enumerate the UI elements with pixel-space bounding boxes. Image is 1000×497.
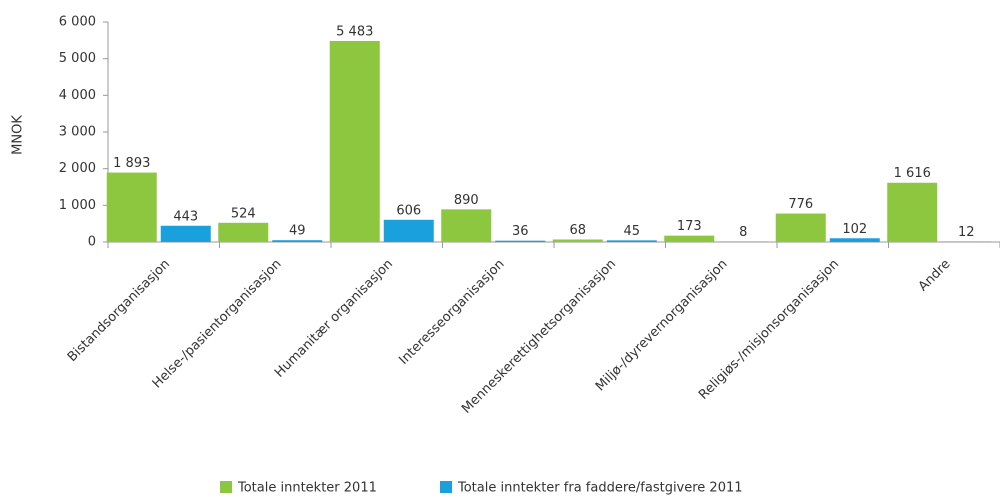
legend-label: Totale inntekter fra faddere/fastgivere … — [457, 481, 743, 496]
y-tick-label: 1 000 — [59, 198, 96, 213]
data-label: 173 — [677, 219, 702, 234]
y-tick-label: 6 000 — [59, 15, 96, 30]
data-label: 5 483 — [336, 24, 373, 39]
bar — [552, 239, 603, 242]
y-tick-label: 5 000 — [59, 51, 96, 66]
data-label: 776 — [788, 197, 813, 212]
legend-swatch — [440, 481, 452, 493]
bar — [664, 235, 715, 242]
data-label: 36 — [512, 224, 529, 239]
data-label: 524 — [231, 206, 256, 221]
y-tick-label: 0 — [88, 235, 96, 250]
y-axis-label: MNOK — [11, 115, 26, 155]
legend-label: Totale inntekter 2011 — [237, 481, 377, 496]
bar — [272, 240, 323, 242]
data-label: 8 — [739, 225, 747, 240]
x-tick-label: Interesseorganisasjon — [396, 257, 507, 368]
bar — [218, 222, 269, 242]
bar — [495, 240, 546, 242]
y-tick-label: 4 000 — [59, 88, 96, 103]
y-tick-label: 2 000 — [59, 161, 96, 176]
x-tick-label: Humanitær organisasjon — [272, 257, 396, 381]
data-label: 12 — [958, 225, 975, 240]
data-label: 68 — [569, 223, 586, 238]
data-label: 45 — [623, 224, 640, 239]
data-label: 1 616 — [894, 166, 931, 181]
bar — [383, 219, 434, 242]
x-tick-label: Helse-/pasientorganisasjon — [150, 257, 285, 392]
x-tick-label: Andre — [916, 257, 954, 295]
data-label: 890 — [454, 193, 479, 208]
data-label: 102 — [842, 222, 867, 237]
y-tick-label: 3 000 — [59, 125, 96, 140]
bar — [106, 172, 157, 242]
data-label: 49 — [289, 224, 306, 239]
bar — [160, 225, 211, 242]
bar — [775, 213, 826, 242]
x-tick-label: Bistandsorganisasjon — [65, 257, 173, 365]
data-label: 443 — [173, 209, 198, 224]
bar — [441, 209, 492, 242]
bar — [606, 240, 657, 242]
bar — [329, 40, 380, 242]
data-label: 606 — [396, 203, 421, 218]
x-tick-label: Miljø-/dyrevernorganisasjon — [593, 257, 731, 395]
bar — [829, 238, 880, 242]
bar — [887, 182, 938, 242]
data-label: 1 893 — [113, 156, 150, 171]
legend-swatch — [220, 481, 232, 493]
